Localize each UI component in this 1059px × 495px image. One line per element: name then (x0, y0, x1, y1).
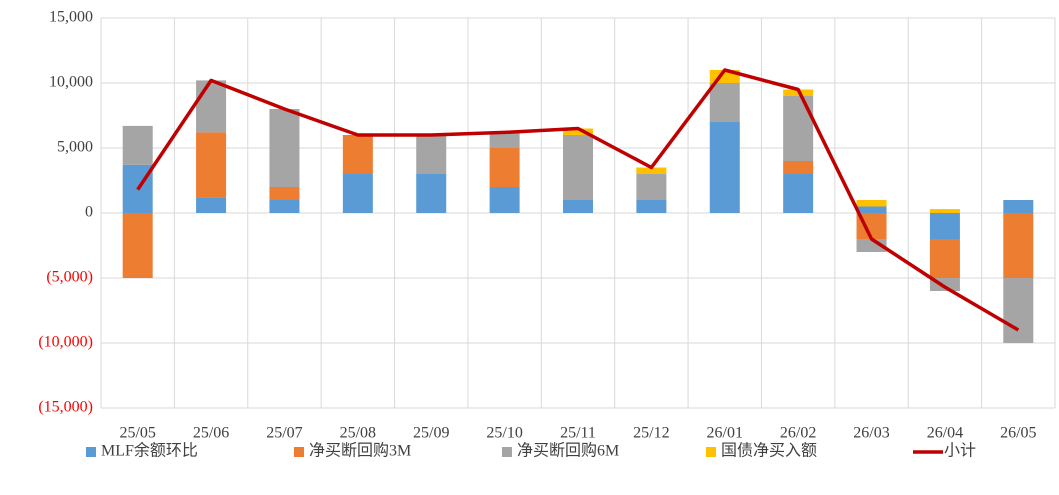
x-tick-label: 25/06 (193, 425, 229, 442)
legend-label: 小计 (944, 442, 976, 460)
bar-segment (563, 128, 593, 135)
x-tick-label: 25/05 (119, 425, 155, 442)
y-tick-label: (15,000) (38, 399, 93, 416)
y-tick-label: 15,000 (49, 9, 93, 26)
bar-segment (1003, 213, 1034, 278)
bar-segment (563, 135, 593, 200)
legend-swatch (502, 447, 512, 457)
bar-segment (196, 132, 227, 198)
bar-segment (342, 174, 373, 213)
x-tick-label: 26/01 (707, 425, 743, 442)
x-tick-label: 25/12 (633, 425, 669, 442)
x-tick-label: 25/11 (560, 425, 596, 442)
bar-segment (196, 80, 227, 133)
bar-segment (416, 135, 447, 174)
x-tick-label: 26/03 (853, 425, 889, 442)
bar-segment (709, 122, 740, 213)
x-tick-label: 25/09 (413, 425, 449, 442)
bar-segment (929, 239, 960, 278)
bar-segment (489, 187, 520, 213)
bar-segment (856, 206, 887, 213)
x-tick-label: 26/02 (780, 425, 816, 442)
bar-segment (122, 213, 153, 278)
bar-segment (269, 109, 300, 187)
legend-label: 净买断回购6M (517, 442, 619, 460)
legend-swatch (706, 447, 716, 457)
x-tick-label: 26/04 (927, 425, 963, 442)
bar-segment (636, 174, 667, 200)
bar-segment (563, 200, 593, 213)
y-tick-label: (10,000) (38, 334, 93, 351)
bar-segment (269, 187, 300, 200)
bar-segment (783, 161, 814, 174)
x-tick-label: 25/07 (266, 425, 302, 442)
legend-swatch (86, 447, 96, 457)
y-tick-label: 10,000 (49, 74, 93, 91)
bar-segment (489, 148, 520, 187)
bar-segment (636, 200, 667, 213)
bar-segment (342, 135, 373, 174)
bar-segment (636, 167, 667, 174)
x-tick-label: 25/08 (340, 425, 376, 442)
legend-label: 净买断回购3M (309, 442, 411, 460)
x-tick-label: 26/05 (1000, 425, 1036, 442)
y-tick-label: (5,000) (46, 269, 93, 286)
bar-segment (783, 96, 814, 161)
y-tick-label: 0 (85, 204, 93, 221)
bar-segment (416, 174, 447, 213)
bar-segment (489, 132, 520, 148)
bar-segment (929, 209, 960, 213)
bar-segment (1003, 278, 1034, 343)
bar-segment (122, 125, 153, 165)
bar-segment (929, 213, 960, 239)
legend-label: 国债净买入额 (721, 442, 817, 460)
bar-segment (196, 197, 227, 213)
x-tick-label: 25/10 (486, 425, 522, 442)
bar-segment (856, 200, 887, 207)
legend-label: MLF余额环比 (101, 441, 198, 460)
bar-segment (269, 200, 300, 213)
bar-segment (783, 174, 814, 213)
legend-swatch (294, 447, 304, 457)
y-tick-label: 5,000 (57, 139, 93, 156)
bar-segment (1003, 200, 1034, 213)
bar-segment (709, 83, 740, 122)
line-series (136, 68, 1020, 332)
